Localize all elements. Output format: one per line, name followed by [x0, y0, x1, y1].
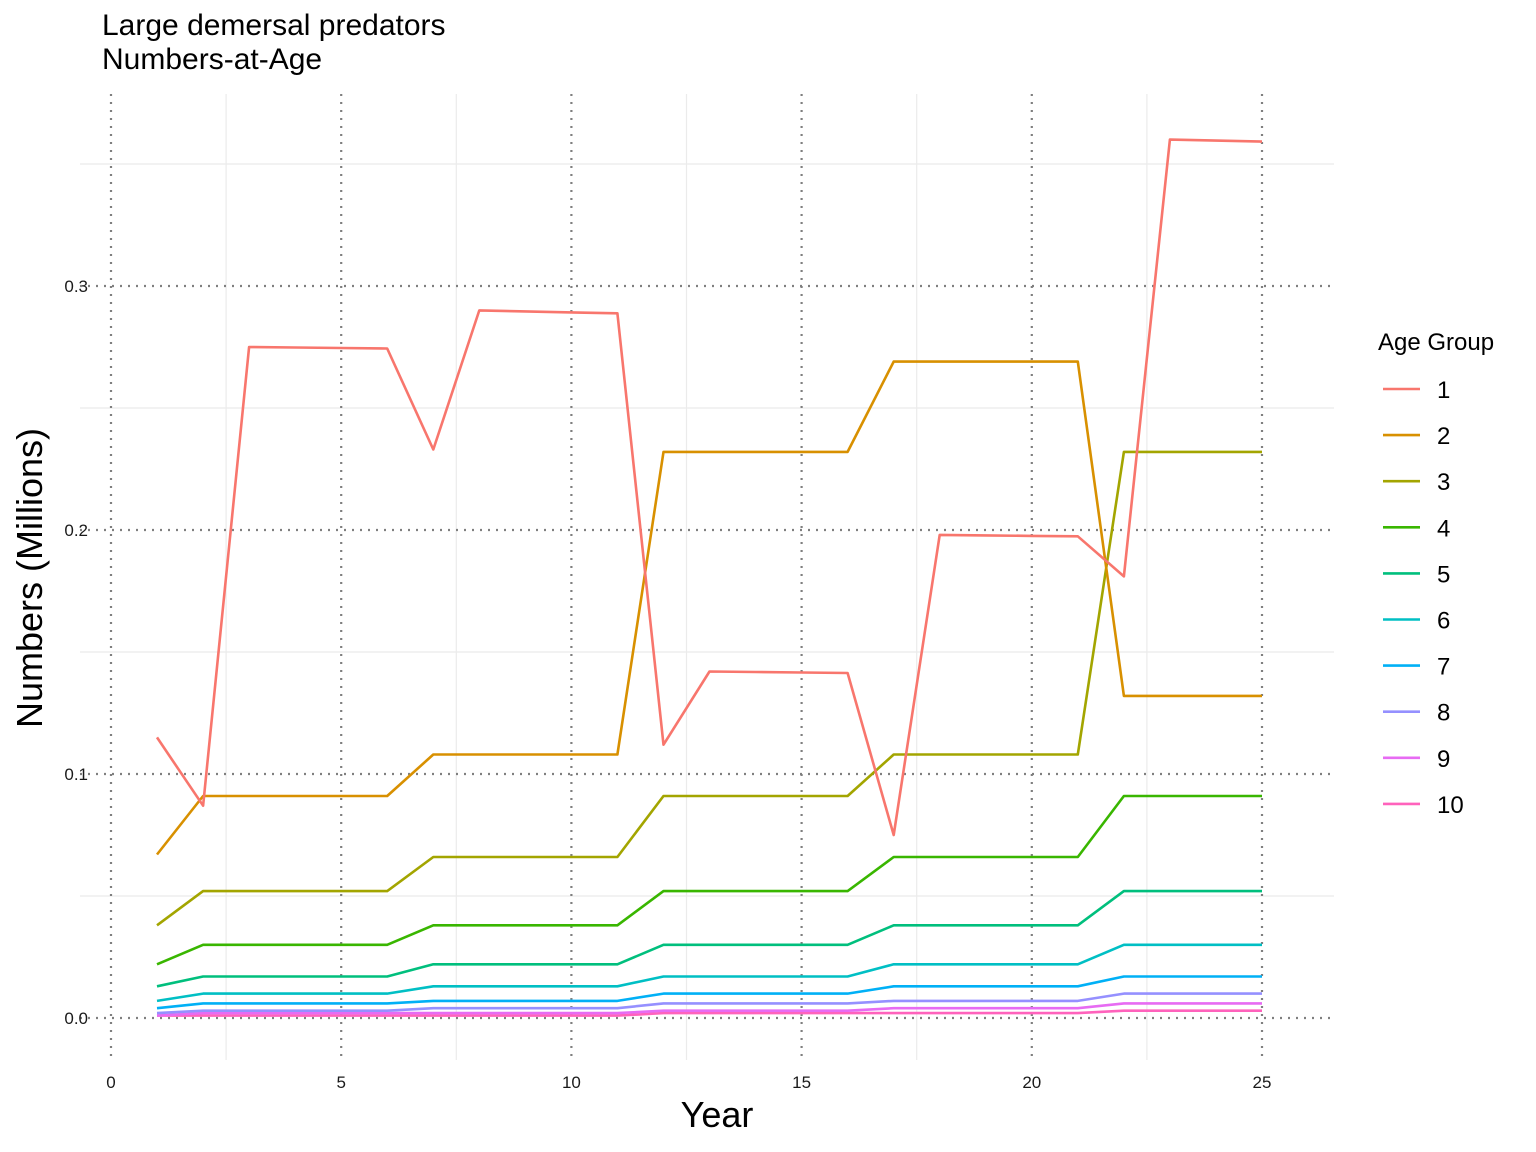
x-tick-label: 0 — [106, 1073, 115, 1092]
x-axis-tick-labels: 0 5 10 15 20 25 — [106, 1073, 1271, 1092]
legend-label: 5 — [1437, 561, 1450, 588]
legend-label: 3 — [1437, 469, 1450, 496]
legend-item: 3 — [1383, 469, 1450, 496]
series-line-age-4 — [156, 794, 1262, 966]
series-line-age-2 — [155, 360, 1262, 856]
series-line-age-1 — [155, 138, 1263, 837]
legend-label: 2 — [1437, 423, 1450, 450]
legend-item: 5 — [1383, 561, 1450, 588]
legend-label: 10 — [1437, 792, 1464, 819]
legend-label: 9 — [1437, 746, 1450, 773]
minor-gridlines — [80, 94, 1334, 1060]
legend-item: 7 — [1383, 654, 1450, 681]
x-tick-label: 15 — [792, 1073, 811, 1092]
y-axis-tick-labels: 0.0 0.1 0.2 0.3 — [64, 277, 88, 1028]
series-line-age-3 — [156, 450, 1262, 927]
legend-label: 4 — [1437, 515, 1450, 542]
legend-item: 6 — [1383, 608, 1450, 635]
y-tick-label: 0.1 — [64, 765, 88, 784]
legend: Age Group 1 2 3 4 5 6 7 8 9 10 — [1378, 329, 1494, 819]
legend-item: 2 — [1383, 423, 1450, 450]
legend-item: 4 — [1383, 515, 1450, 542]
y-tick-label: 0.3 — [64, 277, 88, 296]
legend-title: Age Group — [1378, 329, 1494, 356]
x-axis-title: Year — [681, 1094, 754, 1135]
major-gridlines — [80, 94, 1334, 1060]
x-tick-label: 10 — [562, 1073, 581, 1092]
series-lines — [155, 138, 1263, 1017]
y-tick-label: 0.0 — [64, 1009, 88, 1028]
y-tick-label: 0.2 — [64, 521, 88, 540]
x-tick-label: 5 — [336, 1073, 345, 1092]
legend-label: 6 — [1437, 608, 1450, 635]
series-line-age-9 — [156, 1002, 1262, 1017]
series-line-age-6 — [156, 943, 1262, 1003]
legend-label: 8 — [1437, 700, 1450, 727]
legend-item: 10 — [1383, 792, 1464, 819]
x-tick-label: 25 — [1253, 1073, 1272, 1092]
series-line-age-7 — [156, 975, 1262, 1010]
legend-item: 8 — [1383, 700, 1450, 727]
series-line-age-10 — [157, 1009, 1262, 1017]
legend-label: 7 — [1437, 654, 1450, 681]
series-line-age-8 — [156, 992, 1262, 1015]
x-tick-label: 20 — [1022, 1073, 1041, 1092]
y-axis-title: Numbers (Millions) — [9, 428, 50, 728]
chart-subtitle: Numbers-at-Age — [102, 43, 323, 76]
legend-items: 1 2 3 4 5 6 7 8 9 10 — [1383, 377, 1464, 819]
legend-item: 1 — [1383, 377, 1450, 404]
chart-title: Large demersal predators — [102, 9, 446, 42]
series-line-age-5 — [156, 889, 1262, 988]
legend-item: 9 — [1383, 746, 1450, 773]
legend-label: 1 — [1437, 377, 1450, 404]
